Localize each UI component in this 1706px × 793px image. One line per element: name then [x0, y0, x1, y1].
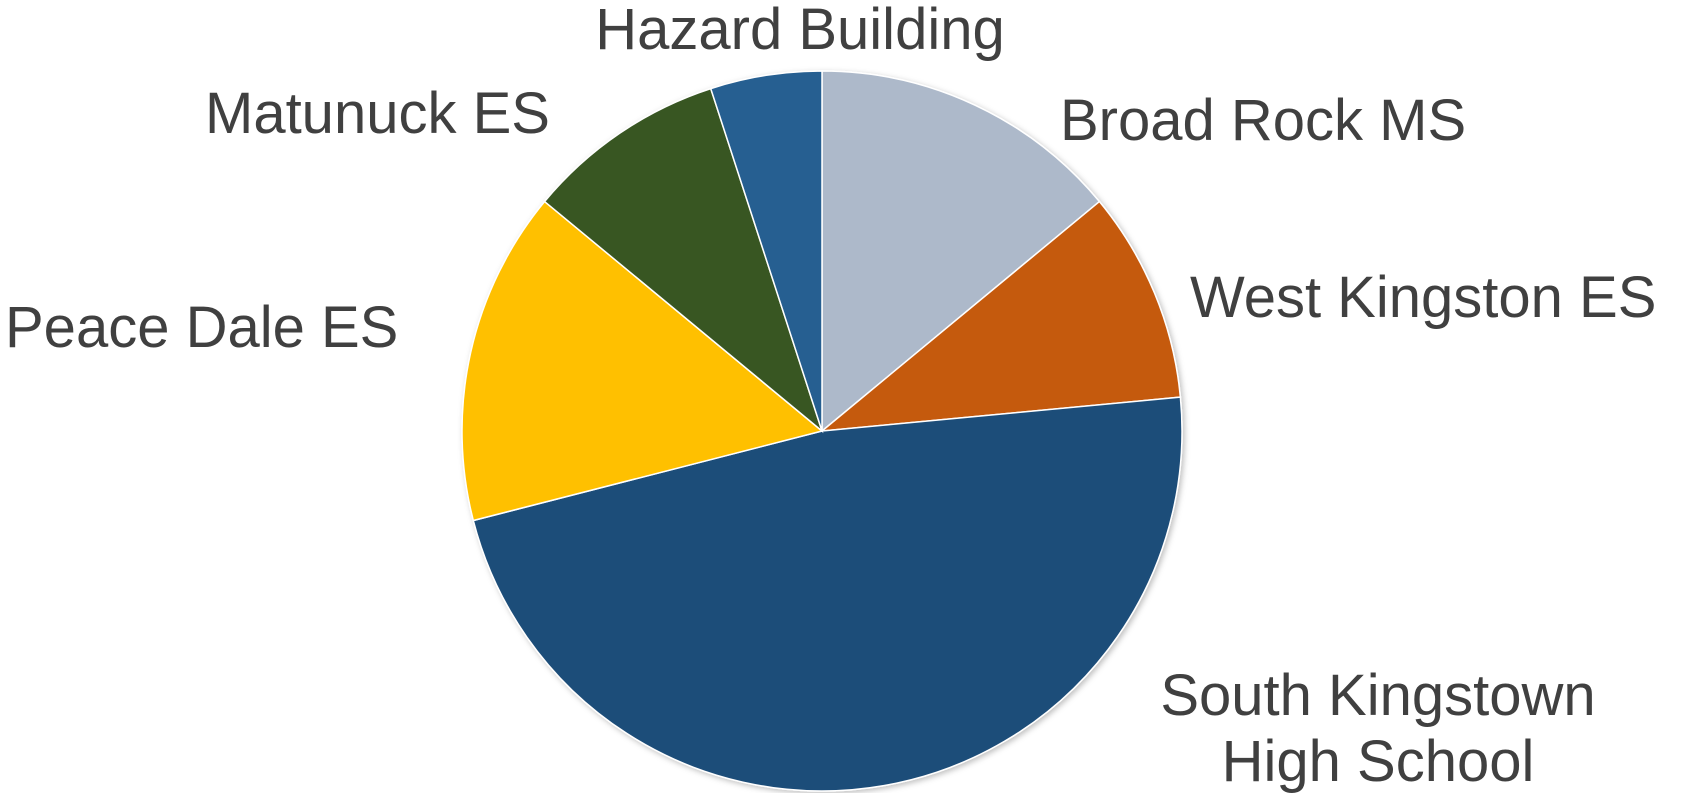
slice-label-south-kingstown-high-school: South Kingstown High School: [1160, 663, 1595, 793]
pie-slice-hazard-building: [709, 70, 823, 432]
pie-slice-peace-dale-es: [461, 200, 824, 522]
pie-slice-west-kingston-es: [819, 200, 1182, 432]
slice-label-hazard-building: Hazard Building: [595, 0, 1004, 62]
slice-label-west-kingston-es: West Kingston ES: [1190, 265, 1656, 330]
slice-label-broad-rock-ms: Broad Rock MS: [1060, 88, 1466, 153]
slice-label-matunuck-es: Matunuck ES: [205, 81, 550, 146]
pie-slice-matunuck-es: [543, 87, 824, 434]
pie-slice-south-kingstown-high-school: [472, 396, 1183, 792]
pie-slice-broad-rock-ms: [821, 70, 1101, 433]
slice-label-peace-dale-es: Peace Dale ES: [5, 295, 398, 360]
pie-slices: [461, 70, 1183, 792]
slice-labels: Broad Rock MS West Kingston ES South Kings…: [5, 0, 1656, 793]
